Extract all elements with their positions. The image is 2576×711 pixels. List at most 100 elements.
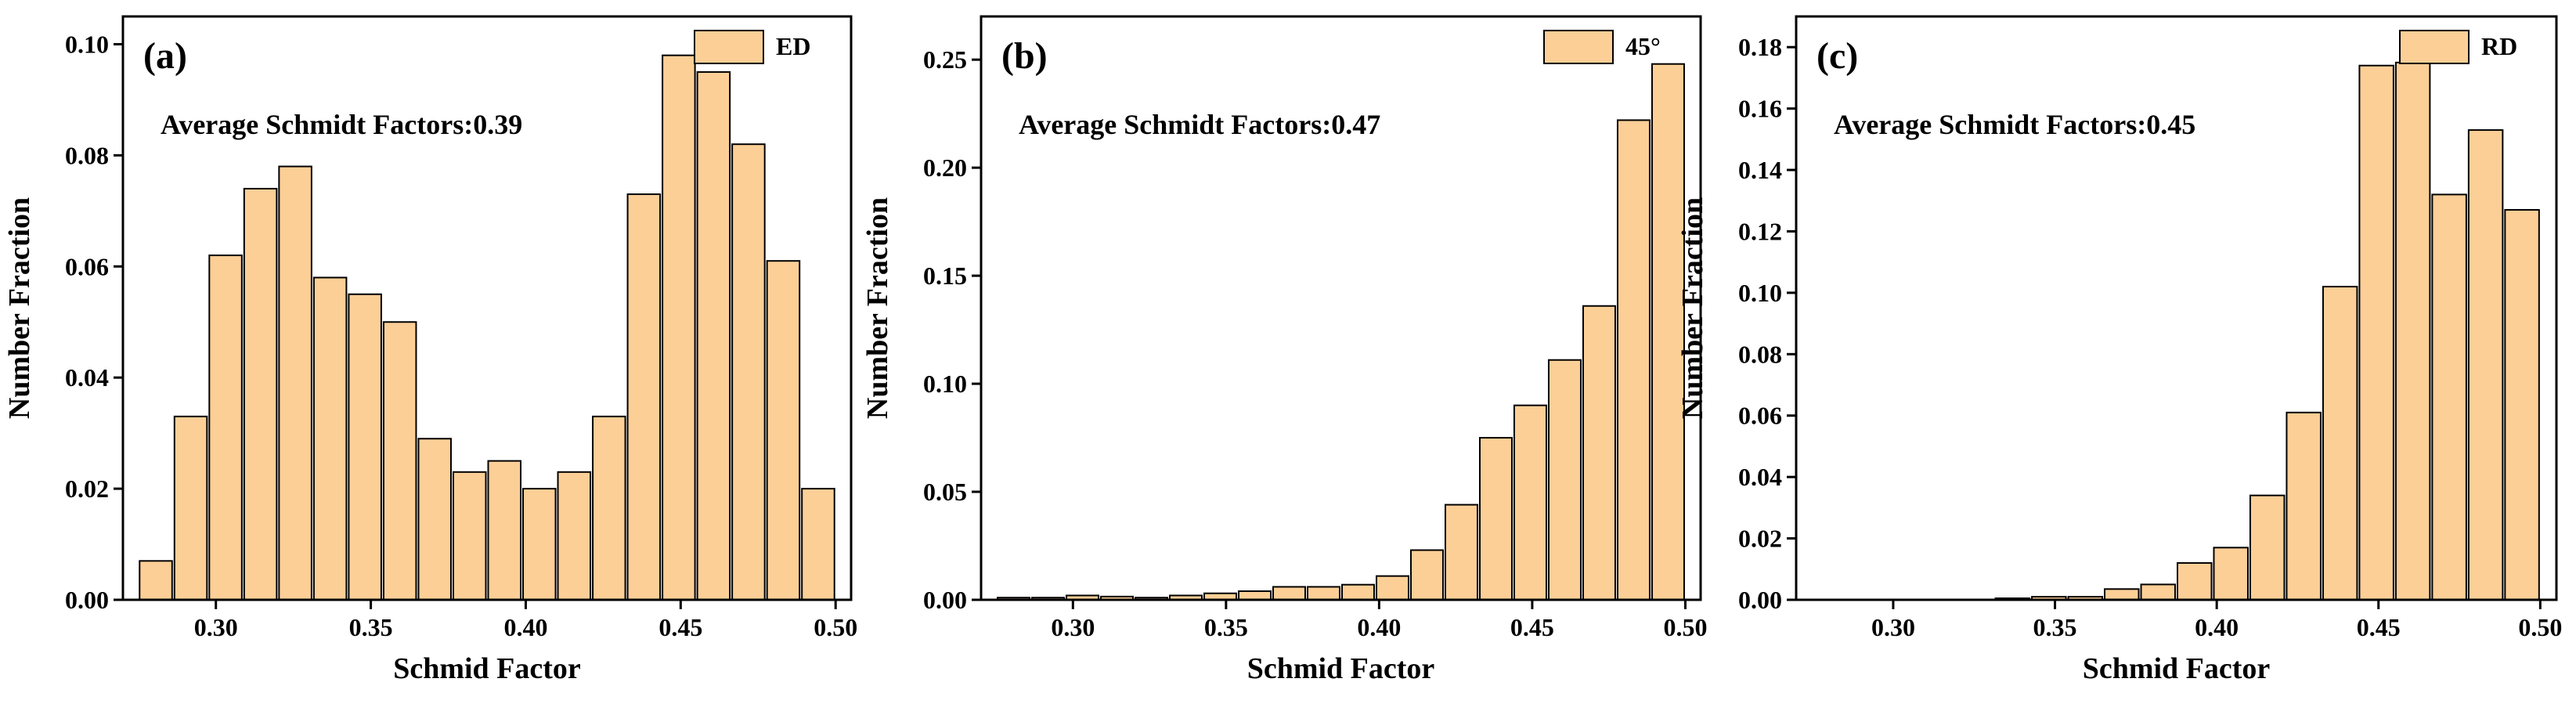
x-tick-label: 0.35 [1204, 613, 1248, 641]
panel-label: (a) [143, 35, 187, 77]
bar [173, 415, 208, 601]
y-axis-label: Number Fraction [861, 197, 894, 419]
bar [139, 560, 173, 601]
y-tick-label: 0.10 [923, 370, 967, 398]
x-tick-label: 0.50 [2518, 613, 2562, 641]
bar [1444, 503, 1478, 601]
x-tick-label: 0.50 [814, 613, 857, 641]
bar [312, 276, 348, 601]
chart-panel: 0.30 0.35 0.40 0.45 0.50 0.00 0.05 0.10 0.15 0.20… [861, 15, 1707, 685]
bar [487, 460, 522, 601]
legend-swatch [1543, 30, 1614, 64]
bar [2104, 588, 2140, 601]
y-tick-label: 0.00 [923, 586, 967, 614]
plot-frame [980, 15, 1702, 601]
x-tick-label: 0.40 [503, 613, 547, 641]
y-tick-label: 0.08 [65, 141, 109, 169]
bar [348, 293, 382, 601]
x-tick-label: 0.45 [658, 613, 702, 641]
plot-frame [1795, 15, 2558, 601]
x-tick-label: 0.30 [1871, 613, 1915, 641]
x-axis-label: Schmid Factor [393, 652, 581, 685]
bar [243, 187, 278, 601]
x-tick-label: 0.40 [1357, 613, 1401, 641]
y-tick-label: 0.16 [1738, 95, 1782, 123]
y-axis-label: Number Fraction [1676, 197, 1709, 419]
bar [731, 143, 766, 601]
x-tick-label: 0.40 [2195, 613, 2239, 641]
panel-label: (c) [1817, 35, 1858, 77]
y-tick-label: 0.15 [923, 262, 967, 290]
x-tick-label: 0.35 [2033, 613, 2077, 641]
bar [2249, 494, 2286, 601]
bar [557, 471, 592, 601]
y-axis-label: Number Fraction [3, 197, 36, 419]
y-tick-label: 0.04 [65, 363, 109, 392]
bar [417, 438, 452, 601]
y-tick-label: 0.10 [65, 30, 109, 58]
y-tick-label: 0.14 [1738, 156, 1782, 184]
y-tick-label: 0.25 [923, 45, 967, 74]
y-tick-label: 0.05 [923, 478, 967, 506]
y-tick-label: 0.18 [1738, 33, 1782, 61]
legend-label: 45° [1625, 32, 1661, 60]
y-tick-label: 0.10 [1738, 279, 1782, 307]
bar [1513, 404, 1547, 601]
y-tick-label: 0.08 [1738, 340, 1782, 368]
y-tick-label: 0.04 [1738, 463, 1782, 491]
bar [1341, 583, 1375, 601]
legend-label: ED [776, 32, 810, 60]
y-tick-label: 0.00 [65, 586, 109, 614]
bar [592, 415, 626, 601]
plot-frame [121, 15, 853, 601]
bar [1547, 359, 1582, 601]
bar [2358, 64, 2394, 601]
x-tick-label: 0.50 [1663, 613, 1707, 641]
bar [766, 260, 801, 601]
bar [2322, 286, 2358, 601]
chart-panel: 0.30 0.35 0.40 0.45 0.50 0.00 0.02 0.04 0.06 0.08… [1676, 15, 2562, 685]
bar [278, 165, 312, 601]
legend-label: RD [2481, 32, 2517, 60]
bar [2504, 209, 2540, 601]
bar [1478, 437, 1513, 601]
legend-swatch [2399, 30, 2470, 64]
y-tick-label: 0.02 [65, 475, 109, 503]
bar [626, 193, 662, 601]
bar [382, 321, 417, 601]
bar [801, 488, 835, 601]
y-tick-label: 0.02 [1738, 525, 1782, 553]
bar [522, 488, 557, 601]
bar [696, 70, 731, 601]
bar [208, 254, 243, 601]
x-axis-label: Schmid Factor [2083, 652, 2271, 685]
bar [1375, 575, 1409, 601]
bar [2213, 547, 2249, 601]
bar [1238, 590, 1272, 601]
bar [2140, 583, 2176, 601]
x-tick-label: 0.30 [1051, 613, 1095, 641]
bar [2467, 129, 2504, 601]
x-axis-label: Schmid Factor [1247, 652, 1435, 685]
bar [662, 54, 696, 601]
y-tick-label: 0.20 [923, 153, 967, 182]
annotation: Average Schmidt Factors:0.39 [161, 109, 522, 140]
panel-label: (b) [1001, 35, 1048, 77]
bar [1651, 63, 1685, 601]
bar [2431, 193, 2467, 601]
bar [2286, 411, 2322, 601]
x-tick-label: 0.35 [349, 613, 393, 641]
bar [1272, 586, 1307, 601]
y-tick-label: 0.00 [1738, 586, 1782, 614]
bar [1307, 586, 1341, 601]
x-tick-label: 0.30 [194, 613, 238, 641]
annotation: Average Schmidt Factors:0.47 [1019, 109, 1380, 140]
y-tick-label: 0.06 [1738, 402, 1782, 430]
legend-swatch [694, 30, 764, 64]
x-tick-label: 0.45 [1510, 613, 1554, 641]
annotation: Average Schmidt Factors:0.45 [1834, 109, 2195, 140]
y-tick-label: 0.12 [1738, 217, 1782, 245]
bar [1582, 305, 1616, 601]
chart-panel: 0.30 0.35 0.40 0.45 0.50 0.00 0.02 0.04 0.06 0.08… [3, 15, 857, 685]
